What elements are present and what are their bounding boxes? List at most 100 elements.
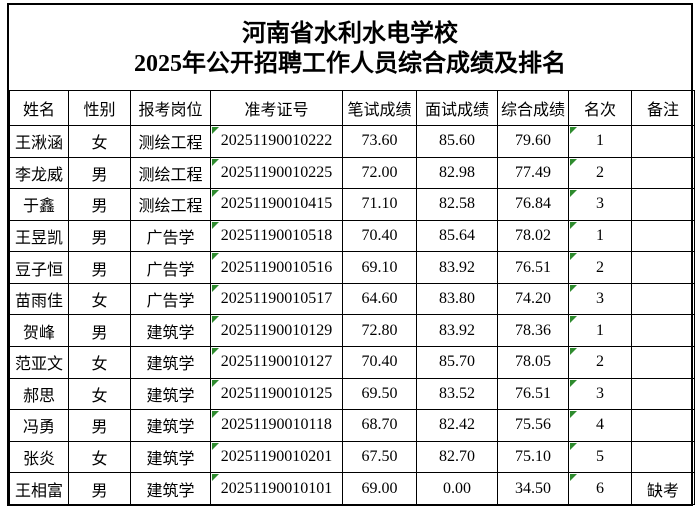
cell-interview-score[interactable]: 85.60	[416, 125, 498, 158]
cell-interview-score[interactable]: 82.98	[416, 156, 498, 190]
cell-composite-score[interactable]: 76.51	[497, 377, 569, 411]
cell-written-score[interactable]: 69.50	[342, 377, 417, 411]
cell-gender[interactable]: 男	[68, 219, 131, 253]
cell-admission-number[interactable]: 20251190010222	[210, 125, 343, 158]
cell-name[interactable]: 王昱凯	[9, 219, 69, 253]
cell-composite-score[interactable]: 75.56	[497, 409, 569, 442]
cell-admission-number[interactable]: 20251190010125	[210, 377, 343, 411]
cell-rank[interactable]: 2	[568, 156, 632, 190]
cell-gender[interactable]: 男	[68, 409, 131, 442]
cell-position[interactable]: 建筑学	[130, 314, 211, 348]
cell-name[interactable]: 冯勇	[9, 409, 69, 442]
header-cell-rank[interactable]: 名次	[568, 90, 632, 126]
cell-name[interactable]: 于鑫	[9, 188, 69, 221]
cell-admission-number[interactable]: 20251190010415	[210, 188, 343, 221]
cell-gender[interactable]: 女	[68, 125, 131, 158]
cell-composite-score[interactable]: 74.20	[497, 282, 569, 316]
cell-position[interactable]: 广告学	[130, 219, 211, 253]
cell-admission-number[interactable]: 20251190010127	[210, 346, 343, 379]
header-cell-gender[interactable]: 性别	[68, 90, 131, 126]
cell-position[interactable]: 建筑学	[130, 377, 211, 411]
cell-composite-score[interactable]: 77.49	[497, 156, 569, 190]
cell-gender[interactable]: 男	[68, 472, 131, 505]
cell-remark[interactable]	[631, 346, 695, 379]
cell-remark[interactable]	[631, 314, 695, 348]
cell-gender[interactable]: 男	[68, 156, 131, 190]
cell-composite-score[interactable]: 78.36	[497, 314, 569, 348]
cell-position[interactable]: 建筑学	[130, 409, 211, 442]
cell-rank[interactable]: 4	[568, 409, 632, 442]
cell-composite-score[interactable]: 78.05	[497, 346, 569, 379]
cell-composite-score[interactable]: 75.10	[497, 440, 569, 474]
cell-interview-score[interactable]: 83.80	[416, 282, 498, 316]
header-cell-interview-score[interactable]: 面试成绩	[416, 90, 498, 126]
cell-composite-score[interactable]: 34.50	[497, 472, 569, 505]
cell-admission-number[interactable]: 20251190010225	[210, 156, 343, 190]
cell-admission-number[interactable]: 20251190010129	[210, 314, 343, 348]
cell-position[interactable]: 测绘工程	[130, 188, 211, 221]
cell-rank[interactable]: 1	[568, 125, 632, 158]
cell-admission-number[interactable]: 20251190010518	[210, 219, 343, 253]
cell-name[interactable]: 王湫涵	[9, 125, 69, 158]
cell-position[interactable]: 建筑学	[130, 346, 211, 379]
cell-written-score[interactable]: 64.60	[342, 282, 417, 316]
cell-interview-score[interactable]: 83.92	[416, 251, 498, 284]
cell-gender[interactable]: 男	[68, 314, 131, 348]
header-cell-written-score[interactable]: 笔试成绩	[342, 90, 417, 126]
cell-remark[interactable]	[631, 156, 695, 190]
cell-gender[interactable]: 男	[68, 188, 131, 221]
cell-interview-score[interactable]: 83.92	[416, 314, 498, 348]
cell-composite-score[interactable]: 76.84	[497, 188, 569, 221]
cell-name[interactable]: 李龙威	[9, 156, 69, 190]
cell-admission-number[interactable]: 20251190010516	[210, 251, 343, 284]
header-cell-composite-score[interactable]: 综合成绩	[497, 90, 569, 126]
cell-rank[interactable]: 1	[568, 219, 632, 253]
cell-name[interactable]: 范亚文	[9, 346, 69, 379]
cell-rank[interactable]: 2	[568, 346, 632, 379]
cell-rank[interactable]: 3	[568, 377, 632, 411]
cell-name[interactable]: 郝思	[9, 377, 69, 411]
cell-remark[interactable]	[631, 188, 695, 221]
cell-rank[interactable]: 3	[568, 188, 632, 221]
cell-interview-score[interactable]: 85.70	[416, 346, 498, 379]
cell-position[interactable]: 广告学	[130, 282, 211, 316]
cell-remark[interactable]	[631, 282, 695, 316]
cell-remark[interactable]	[631, 219, 695, 253]
cell-written-score[interactable]: 69.10	[342, 251, 417, 284]
cell-remark[interactable]: 缺考	[631, 472, 695, 505]
header-cell-remark[interactable]: 备注	[631, 90, 695, 126]
cell-composite-score[interactable]: 76.51	[497, 251, 569, 284]
cell-gender[interactable]: 女	[68, 282, 131, 316]
cell-written-score[interactable]: 68.70	[342, 409, 417, 442]
cell-position[interactable]: 广告学	[130, 251, 211, 284]
header-cell-name[interactable]: 姓名	[9, 90, 69, 126]
cell-written-score[interactable]: 72.80	[342, 314, 417, 348]
cell-position[interactable]: 建筑学	[130, 440, 211, 474]
cell-rank[interactable]: 5	[568, 440, 632, 474]
cell-position[interactable]: 测绘工程	[130, 125, 211, 158]
cell-composite-score[interactable]: 79.60	[497, 125, 569, 158]
cell-admission-number[interactable]: 20251190010517	[210, 282, 343, 316]
cell-written-score[interactable]: 67.50	[342, 440, 417, 474]
cell-gender[interactable]: 女	[68, 440, 131, 474]
cell-name[interactable]: 王相富	[9, 472, 69, 505]
cell-written-score[interactable]: 72.00	[342, 156, 417, 190]
cell-composite-score[interactable]: 78.02	[497, 219, 569, 253]
cell-interview-score[interactable]: 82.42	[416, 409, 498, 442]
cell-rank[interactable]: 6	[568, 472, 632, 505]
cell-rank[interactable]: 1	[568, 314, 632, 348]
cell-interview-score[interactable]: 0.00	[416, 472, 498, 505]
cell-written-score[interactable]: 70.40	[342, 346, 417, 379]
cell-position[interactable]: 建筑学	[130, 472, 211, 505]
cell-remark[interactable]	[631, 377, 695, 411]
cell-name[interactable]: 豆子恒	[9, 251, 69, 284]
cell-interview-score[interactable]: 85.64	[416, 219, 498, 253]
cell-position[interactable]: 测绘工程	[130, 156, 211, 190]
header-cell-position[interactable]: 报考岗位	[130, 90, 211, 126]
cell-gender[interactable]: 女	[68, 377, 131, 411]
cell-written-score[interactable]: 69.00	[342, 472, 417, 505]
cell-remark[interactable]	[631, 251, 695, 284]
cell-written-score[interactable]: 73.60	[342, 125, 417, 158]
cell-remark[interactable]	[631, 440, 695, 474]
cell-admission-number[interactable]: 20251190010118	[210, 409, 343, 442]
